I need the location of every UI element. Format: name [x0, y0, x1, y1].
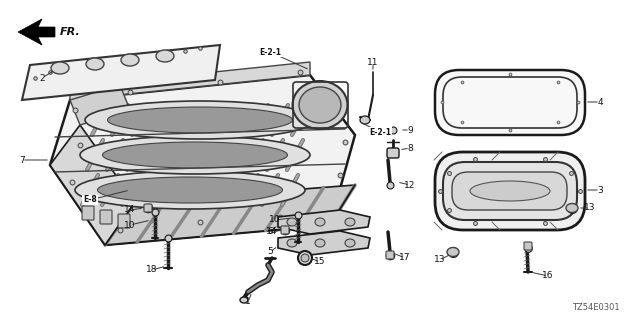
Ellipse shape [75, 171, 305, 209]
Ellipse shape [108, 107, 292, 133]
Ellipse shape [315, 218, 325, 226]
Ellipse shape [470, 181, 550, 201]
Ellipse shape [240, 297, 248, 303]
Ellipse shape [85, 101, 315, 139]
Text: 15: 15 [314, 258, 326, 267]
FancyBboxPatch shape [443, 162, 577, 220]
Text: 4: 4 [597, 98, 603, 107]
Ellipse shape [86, 58, 104, 70]
Text: 11: 11 [367, 58, 379, 67]
FancyBboxPatch shape [452, 172, 567, 210]
Text: E-2-1: E-2-1 [369, 127, 391, 137]
FancyBboxPatch shape [281, 226, 289, 234]
Text: 5: 5 [267, 247, 273, 257]
Text: TZ54E0301: TZ54E0301 [572, 303, 620, 312]
Polygon shape [278, 210, 370, 234]
Ellipse shape [102, 142, 287, 168]
Polygon shape [18, 19, 55, 45]
Text: 1: 1 [245, 298, 251, 307]
Text: 10: 10 [269, 215, 281, 225]
Ellipse shape [287, 239, 297, 247]
FancyBboxPatch shape [386, 251, 394, 259]
FancyBboxPatch shape [144, 204, 152, 212]
Ellipse shape [298, 251, 312, 265]
Text: 13: 13 [584, 204, 596, 212]
Text: 2: 2 [39, 74, 45, 83]
Ellipse shape [80, 136, 310, 174]
Text: 17: 17 [399, 253, 411, 262]
Polygon shape [50, 75, 355, 245]
Ellipse shape [566, 204, 578, 212]
Text: 13: 13 [435, 255, 445, 265]
Ellipse shape [287, 218, 297, 226]
Text: 12: 12 [404, 180, 416, 189]
FancyBboxPatch shape [82, 206, 94, 220]
Text: 6: 6 [267, 228, 273, 236]
Ellipse shape [292, 81, 348, 129]
FancyBboxPatch shape [100, 210, 112, 224]
FancyBboxPatch shape [435, 70, 585, 135]
FancyBboxPatch shape [524, 242, 532, 250]
Text: 18: 18 [147, 266, 157, 275]
FancyBboxPatch shape [435, 152, 585, 230]
Polygon shape [105, 185, 355, 245]
Text: 14: 14 [124, 205, 136, 214]
Text: E-8: E-8 [83, 196, 97, 204]
Ellipse shape [447, 247, 459, 257]
Text: 7: 7 [19, 156, 25, 164]
Polygon shape [22, 45, 220, 100]
Ellipse shape [301, 254, 309, 262]
Polygon shape [70, 62, 310, 100]
Ellipse shape [299, 87, 341, 123]
Ellipse shape [345, 239, 355, 247]
Text: 8: 8 [407, 143, 413, 153]
FancyBboxPatch shape [118, 214, 130, 228]
Text: 3: 3 [597, 186, 603, 195]
Ellipse shape [315, 239, 325, 247]
Ellipse shape [97, 177, 282, 203]
Polygon shape [278, 231, 370, 255]
Ellipse shape [345, 218, 355, 226]
Polygon shape [50, 125, 135, 245]
Ellipse shape [121, 54, 139, 66]
Ellipse shape [51, 62, 69, 74]
Text: 10: 10 [124, 220, 136, 229]
Text: 9: 9 [407, 125, 413, 134]
Text: E-2-1: E-2-1 [259, 47, 281, 57]
Text: 16: 16 [542, 271, 554, 281]
Ellipse shape [156, 50, 174, 62]
Text: 14: 14 [266, 228, 278, 236]
Ellipse shape [360, 116, 370, 124]
Polygon shape [70, 85, 130, 125]
Text: FR.: FR. [60, 27, 81, 37]
FancyBboxPatch shape [387, 148, 399, 158]
